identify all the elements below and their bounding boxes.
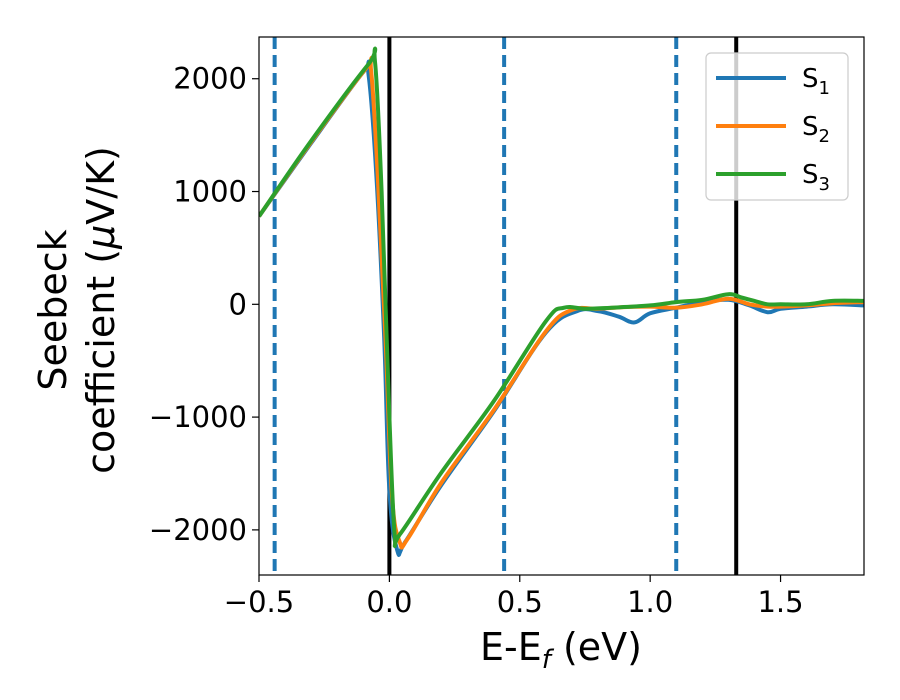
legend: S1 S2 S3	[705, 52, 849, 201]
legend-label: S3	[802, 160, 830, 195]
legend-label: S2	[802, 112, 830, 147]
y-tick-label: −2000	[149, 513, 247, 547]
legend-label: S1	[802, 64, 830, 99]
data-series	[259, 46, 864, 557]
x-axis-ticks: −0.5 0.0 0.5 1.0 1.5	[224, 575, 804, 619]
y-tick-label: 2000	[173, 62, 247, 96]
y-axis-label-line2: coefficient (μV/K)	[79, 146, 123, 474]
y-axis-label-line1: Seebeck	[31, 229, 75, 390]
x-tick-label: 1.0	[627, 585, 673, 619]
series-line-S2	[259, 55, 864, 550]
y-tick-label: 1000	[173, 175, 247, 209]
x-tick-label: −0.5	[224, 585, 294, 619]
y-axis-label: Seebeck coefficient (μV/K)	[31, 146, 123, 474]
x-tick-label: 1.5	[757, 585, 803, 619]
series-line-S3	[259, 46, 864, 548]
x-tick-label: 0.5	[497, 585, 543, 619]
x-axis-label: E-Ef (eV)	[480, 625, 642, 675]
y-axis-ticks: −2000 −1000 0 1000 2000	[149, 62, 259, 547]
y-tick-label: −1000	[149, 400, 247, 434]
x-tick-label: 0.0	[366, 585, 412, 619]
y-tick-label: 0	[229, 287, 247, 321]
plot-frame	[258, 36, 865, 576]
